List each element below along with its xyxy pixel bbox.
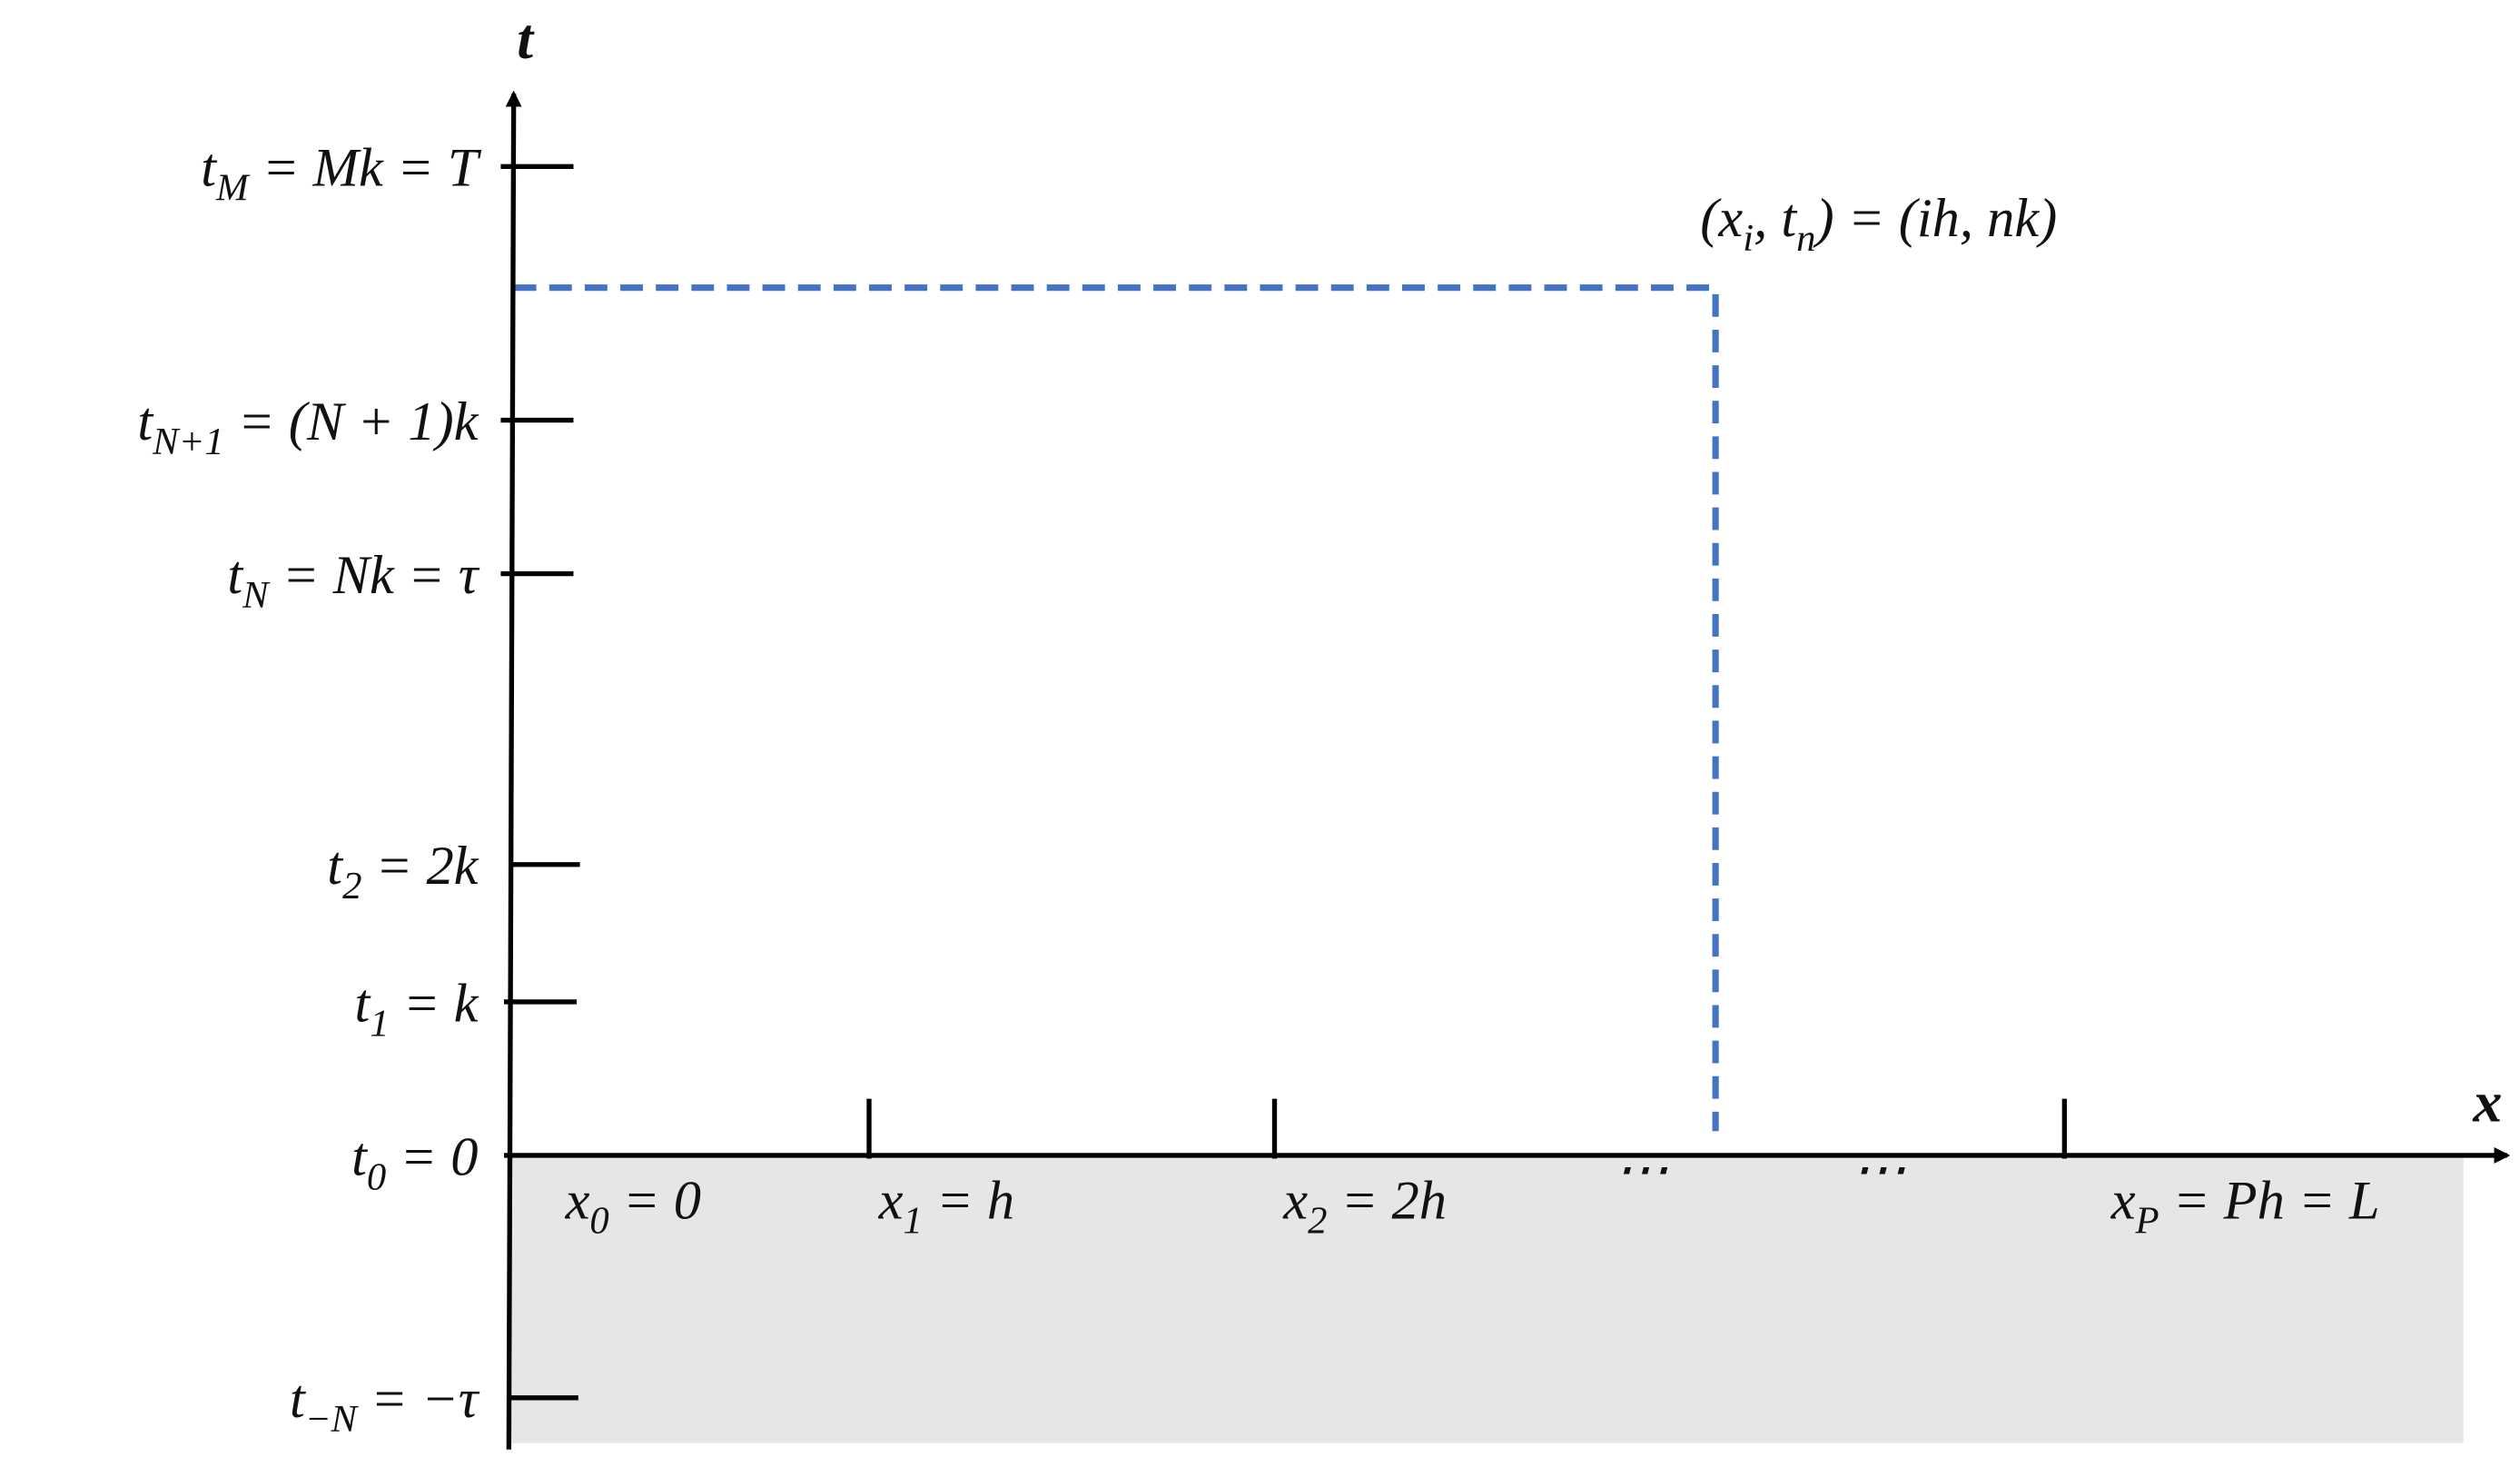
label-part: = Nk = τ [269, 545, 480, 606]
label-part: x [1282, 1170, 1308, 1231]
t-tick-label: t0 = 0 [351, 1126, 478, 1198]
subscript: 1 [904, 1199, 923, 1242]
label-part: t [351, 1126, 369, 1187]
t-tick-label: t2 = 2k [327, 836, 479, 907]
x-tick-label: x1 = h [878, 1170, 1014, 1242]
subscript: 2 [342, 865, 361, 907]
dashed-guide [513, 284, 1719, 1132]
label-part: t [290, 1369, 307, 1430]
label-part: = 2k [361, 836, 479, 897]
label-part: = 0 [386, 1126, 478, 1187]
label-part: = 0 [609, 1170, 701, 1231]
subscript: N [242, 574, 271, 617]
label-part: t [137, 392, 154, 452]
subscript: 2 [1308, 1199, 1327, 1242]
label-part: x [2110, 1170, 2136, 1231]
t-axis-label: t [517, 6, 535, 71]
label-part: (x [1700, 188, 1743, 249]
ellipsis: ⋯ [1614, 1140, 1668, 1201]
label-part: = −τ [357, 1369, 480, 1430]
x-tick-label: x2 = 2h [1282, 1170, 1447, 1242]
label-part: = Ph = L [2159, 1170, 2380, 1231]
label-part: x [565, 1170, 590, 1231]
label-part: x [878, 1170, 904, 1231]
negative-region [510, 1155, 2464, 1443]
label-part: = k [390, 973, 479, 1034]
point-label: (xi, tn) = (ih, nk) [1700, 188, 2057, 260]
label-part: t [354, 973, 371, 1034]
label-part: = (N + 1)k [224, 392, 479, 452]
t-tick-label: t−N = −τ [290, 1369, 480, 1441]
label-part: t [227, 545, 244, 606]
label-part: ) = (ih, nk) [1813, 188, 2058, 249]
subscript: M [215, 167, 251, 210]
label-part: t [327, 836, 344, 897]
subscript: −N [305, 1398, 360, 1441]
x-axis-label: x [2472, 1070, 2502, 1135]
subscript: n [1796, 217, 1815, 260]
label-part: , t [1754, 188, 1798, 249]
subscript: P [2135, 1199, 2159, 1242]
t-axis [505, 90, 522, 1450]
label-part: = 2h [1327, 1170, 1447, 1231]
x-tick-label: xP = Ph = L [2110, 1170, 2380, 1242]
label-part: = h [923, 1170, 1014, 1231]
subscript: N+1 [152, 421, 224, 463]
label-part: t [201, 138, 218, 199]
t-tick-label: tN = Nk = τ [227, 545, 480, 617]
subscript: 0 [367, 1155, 386, 1198]
ellipsis: ⋯ [1852, 1140, 1906, 1201]
subscript: 0 [589, 1199, 608, 1242]
t-tick-label: tM = Mk = T [201, 138, 482, 210]
x-tick-label: x0 = 0 [565, 1170, 701, 1242]
subscript: i [1743, 217, 1754, 260]
subscript: 1 [370, 1002, 389, 1045]
t-tick-label: tN+1 = (N + 1)k [137, 392, 479, 463]
label-part: = Mk = T [249, 138, 482, 199]
t-tick-label: t1 = k [354, 973, 479, 1045]
